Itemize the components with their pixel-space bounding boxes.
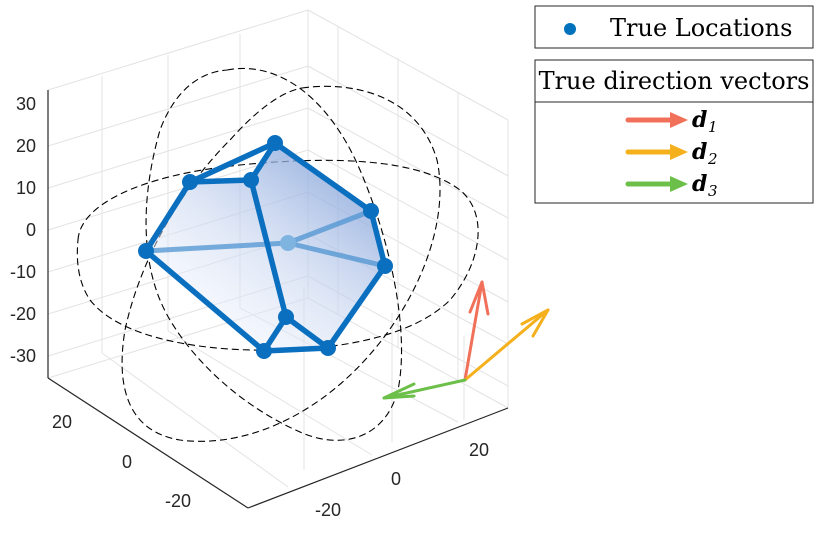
back-edge bbox=[143, 240, 291, 254]
y-axis-line bbox=[47, 377, 249, 509]
legend-vector-symbol: d bbox=[692, 107, 707, 133]
true-location-point bbox=[377, 258, 393, 274]
reference-circle-1 bbox=[145, 68, 403, 441]
front-edge bbox=[248, 177, 289, 320]
hull-front-edges bbox=[143, 140, 388, 354]
grid-line bbox=[47, 107, 309, 189]
front-edge bbox=[187, 177, 254, 185]
true-location-point bbox=[243, 172, 259, 188]
legend-vector-subscript: 3 bbox=[708, 182, 718, 200]
reference-circles bbox=[76, 68, 479, 442]
grid-line bbox=[307, 65, 509, 177]
y-tick-label: 0 bbox=[122, 452, 132, 472]
true-location-point bbox=[267, 135, 283, 151]
z-tick-label: 20 bbox=[16, 136, 36, 156]
true-locations bbox=[138, 135, 393, 359]
grid-line bbox=[167, 330, 373, 456]
axes-box bbox=[47, 90, 509, 509]
front-edge bbox=[261, 345, 331, 354]
z-tick-label: -20 bbox=[10, 304, 36, 324]
front-edge bbox=[143, 179, 193, 254]
z-tick-label: -10 bbox=[10, 262, 36, 282]
front-edge bbox=[368, 208, 388, 269]
x-tick-label: 0 bbox=[391, 469, 401, 489]
z-tick-label: 30 bbox=[16, 94, 36, 114]
front-edge bbox=[325, 263, 388, 351]
grid-line bbox=[307, 149, 509, 261]
vector-d3 bbox=[382, 378, 467, 400]
z-tick-label: 10 bbox=[16, 178, 36, 198]
y-tick-label: -20 bbox=[165, 491, 191, 511]
legend-points: True Locations bbox=[534, 5, 814, 49]
x-tick-label: 20 bbox=[469, 440, 489, 460]
back-edge bbox=[285, 208, 374, 246]
back-point bbox=[280, 235, 296, 251]
true-location-point bbox=[182, 174, 198, 190]
front-edge bbox=[283, 314, 331, 351]
legend-vector-subscript: 2 bbox=[707, 150, 718, 168]
legend-vector-arrowhead bbox=[670, 176, 688, 192]
legend-vector-arrowhead bbox=[670, 112, 688, 128]
grid-line bbox=[47, 65, 309, 147]
legend-vectors-title: True direction vectors bbox=[539, 67, 810, 95]
reference-circle-3 bbox=[76, 159, 479, 351]
true-location-point bbox=[138, 243, 154, 259]
legend-point-marker bbox=[564, 23, 576, 35]
grid-line bbox=[47, 9, 309, 91]
legend-points-label: True Locations bbox=[610, 14, 792, 42]
grid-line bbox=[307, 107, 509, 219]
true-location-point bbox=[363, 203, 379, 219]
z-tick-label: 0 bbox=[26, 220, 36, 240]
y-tick-label: 20 bbox=[52, 412, 72, 432]
z-tick-label: -30 bbox=[10, 346, 36, 366]
front-edge bbox=[187, 140, 278, 185]
vector-d1 bbox=[463, 280, 490, 382]
x-axis-line bbox=[247, 407, 509, 509]
convex-hull bbox=[138, 135, 393, 359]
true-location-point bbox=[256, 343, 272, 359]
legend-vector-subscript: 1 bbox=[708, 118, 718, 136]
front-edge bbox=[143, 248, 267, 354]
legend-vector-symbol: d bbox=[692, 171, 707, 197]
grid-line bbox=[307, 9, 509, 121]
legend-vectors: True direction vectors d 1d 2d 3 bbox=[534, 59, 814, 204]
legend-vector-arrowhead bbox=[670, 144, 688, 160]
true-location-point bbox=[278, 309, 294, 325]
legend-vector-symbol: d bbox=[692, 139, 707, 165]
back-edge bbox=[285, 240, 388, 269]
x-tick-label: -20 bbox=[315, 500, 341, 520]
vector-d2 bbox=[463, 308, 550, 382]
grid-line bbox=[101, 352, 289, 488]
legend-points-box bbox=[534, 5, 814, 49]
front-edge bbox=[272, 140, 374, 214]
reference-circle-2 bbox=[121, 85, 441, 442]
true-location-point bbox=[320, 340, 336, 356]
hull-back-edges bbox=[143, 208, 388, 269]
direction-vectors bbox=[382, 280, 550, 400]
